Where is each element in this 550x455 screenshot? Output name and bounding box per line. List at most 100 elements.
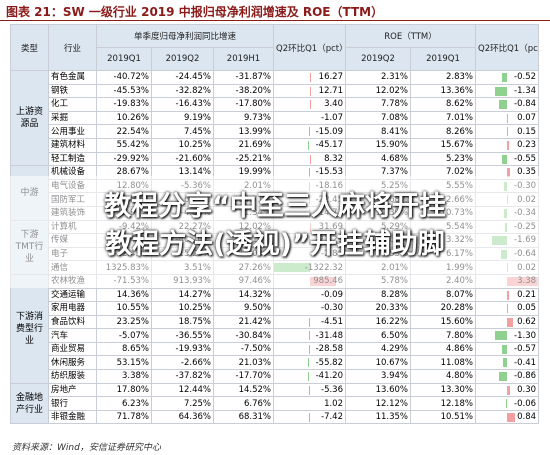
change-cell: -0.84 [475, 97, 540, 112]
header-cell: 2019H1 [213, 47, 274, 71]
cell: -30.84% [213, 328, 274, 343]
cell: 71.78% [96, 409, 152, 425]
cell-text: -7.42 [321, 412, 343, 423]
change-cell: 3.40 [273, 97, 346, 112]
change-bar [501, 344, 507, 354]
cell-text: -1.34 [514, 85, 537, 96]
cell: 15.90% [345, 137, 411, 153]
change-cell: -0.09 [273, 287, 346, 303]
cell: 8.62% [409, 97, 477, 112]
cell: 12.12% [345, 396, 411, 411]
cell: -24.45% [151, 70, 214, 85]
cell: 4.80% [409, 369, 477, 384]
cell: -40.72% [96, 70, 152, 85]
cell: 13.30% [409, 382, 477, 398]
cell: 14.27% [151, 287, 214, 303]
cell-text: -45.17 [315, 140, 343, 151]
cell: -16.43% [151, 97, 214, 112]
cell-text: -0.30 [321, 303, 343, 314]
cell: 6.50% [345, 328, 411, 343]
cell-text: -15.09 [315, 126, 343, 137]
cell: -19.83% [96, 97, 152, 112]
cell-text: 0.21 [517, 289, 537, 300]
cell-text: 0.30 [517, 384, 537, 395]
row: 食品饮料 23.25% 18.75% 21.42% -4.51 16.22% 15.60% 0… [11, 314, 540, 330]
cell: 21.69% [213, 137, 274, 153]
cell: -25.21% [213, 151, 274, 167]
cell: 64.36% [151, 409, 214, 425]
cell: -17.70% [213, 369, 274, 384]
cell: 10.25% [151, 301, 214, 316]
change-bar [507, 412, 515, 422]
cell: -17.80% [213, 97, 274, 112]
cell: -37.82% [151, 369, 214, 384]
change-bar [308, 344, 310, 354]
cell: 2.31% [345, 70, 411, 85]
cell: 10.51% [409, 409, 477, 425]
industry: 轻工制造 [48, 151, 97, 167]
change-bar [494, 86, 507, 96]
cell-text: 0.05 [517, 303, 537, 314]
cell: 8.07% [409, 287, 477, 303]
cell-text: 0.15 [517, 126, 537, 137]
change-cell: -0.55 [475, 151, 540, 167]
industry: 商业贸易 [48, 341, 97, 357]
industry: 纺织服装 [48, 369, 97, 384]
header-cell: 单季度归母净利润同比增速 [96, 24, 274, 48]
cell: 7.25% [151, 396, 214, 411]
cell: 3.38% [96, 369, 152, 384]
cell: -2.66% [151, 355, 214, 371]
cell: 21.03% [213, 355, 274, 371]
change-bar [308, 372, 310, 382]
overlay-line: 教程分享“中至三人麻将开挂 [104, 191, 446, 222]
cell-text: -15.53 [315, 167, 343, 178]
header-cell: 2019Q2 [345, 47, 411, 71]
industry: 汽车 [48, 328, 97, 343]
row: 交通运输 14.36% 14.27% 14.32% -0.09 8.28% 8.07% 0.2… [11, 287, 540, 303]
cell-text: -0.41 [514, 357, 537, 368]
cell: 5.23% [409, 151, 477, 167]
change-cell: -0.52 [475, 70, 540, 85]
cell-text: -55.82 [315, 357, 343, 368]
header-cell: 行业 [48, 24, 97, 71]
cell: 7.08% [345, 110, 411, 126]
row: 轻工制造 -29.92% -21.60% -25.21% 8.32 4.68% 5.23% -… [11, 151, 540, 167]
cell-text: -0.09 [321, 289, 343, 300]
row: 商业贸易 8.65% -19.93% -7.50% -28.58 4.29% 4.86% -0… [11, 341, 540, 357]
cell: -31.87% [213, 70, 274, 85]
cell-text: 16.27 [318, 72, 343, 83]
cell: 10.25% [151, 137, 214, 153]
change-cell: -0.86 [475, 369, 540, 384]
industry: 建筑材料 [48, 137, 97, 153]
header-cell: 类型 [10, 24, 49, 71]
cell: 55.42% [96, 137, 152, 153]
change-cell: 0.30 [475, 382, 540, 398]
change-cell: 16.27 [273, 70, 346, 85]
cell: 13.99% [213, 124, 274, 139]
cell: 12.02% [345, 83, 411, 99]
industry: 交通运输 [48, 287, 97, 303]
cell: 10.26% [96, 110, 152, 126]
cell-text: 0.62 [517, 316, 537, 327]
change-bar [495, 331, 507, 341]
change-bar [502, 73, 507, 82]
row: 采掘 10.26% 9.19% 9.73% -1.07 7.08% 7.01% 0.07 [11, 110, 540, 126]
cell-text: -0.86 [514, 371, 537, 382]
cell-text: -31.48 [315, 330, 343, 341]
cell: 16.22% [345, 314, 411, 330]
change-cell: -0.06 [475, 396, 540, 411]
cell: 4.86% [409, 341, 477, 357]
change-cell: -41.20 [273, 369, 346, 384]
overlay: 教程分享“中至三人麻将开挂 教程方法(透视)”开挂辅助脚 [0, 188, 550, 264]
row: 银行 6.23% 7.25% 6.76% 1.02 12.12% 12.18% -0.06 [11, 396, 540, 411]
cell: 18.75% [151, 314, 214, 330]
change-bar [503, 358, 507, 368]
cell: -5.07% [96, 328, 152, 343]
cell: 23.25% [96, 314, 152, 330]
cell-text: -0.84 [514, 99, 537, 110]
header-cell: 2019Q2 [151, 47, 214, 71]
change-bar [499, 100, 507, 110]
change-bar [507, 140, 510, 150]
header-cell: ROE（TTM） [344, 24, 477, 48]
